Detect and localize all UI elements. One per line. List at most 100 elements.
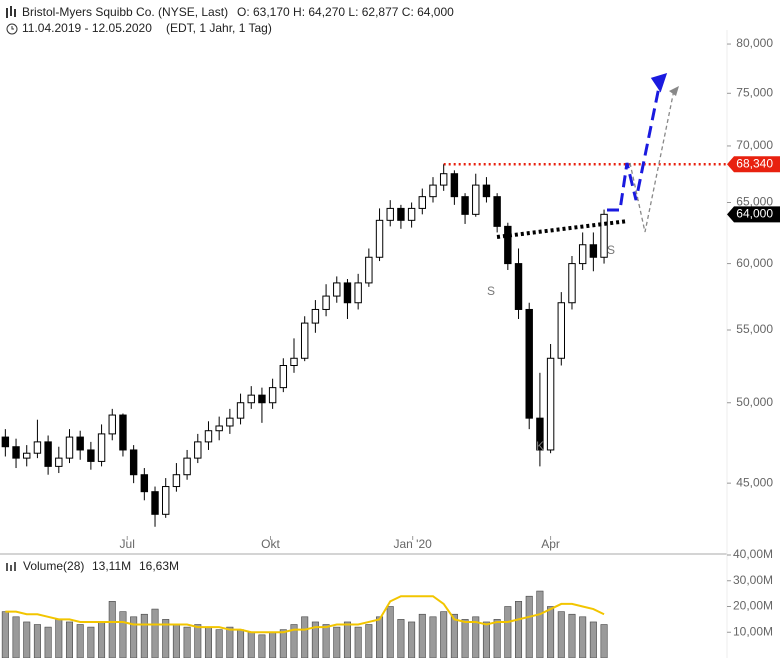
- volume-bar: [119, 611, 127, 658]
- volume-bar: [98, 621, 106, 658]
- y-tick-label: 40,00M: [733, 547, 773, 561]
- candle-body: [375, 219, 384, 258]
- candle-body: [472, 184, 480, 215]
- arrow-head: [650, 72, 668, 93]
- candle-body: [439, 173, 448, 186]
- candle-body: [204, 430, 213, 443]
- candle-body: [322, 295, 330, 310]
- candle-body: [343, 282, 352, 304]
- volume-bar: [23, 621, 31, 658]
- title: Bristol-Myers Squibb Co. (NYSE, Last): [22, 5, 228, 19]
- volume-bar: [547, 606, 555, 658]
- plot: 45,000 50,000 55,000 60,000 65,000 70,000 75,0…: [1, 36, 780, 658]
- volume-bar: [33, 624, 41, 658]
- candle-body: [397, 207, 405, 221]
- candle-body: [461, 196, 469, 215]
- x-tick-label: Okt: [261, 537, 280, 551]
- candle-body: [311, 308, 320, 324]
- y-tick-label: 50,000: [736, 395, 773, 409]
- forecast-arrow: [607, 81, 662, 212]
- candle-body: [525, 308, 533, 419]
- candle-body: [493, 196, 501, 227]
- volume-bar: [65, 621, 73, 658]
- volume-bar: [482, 621, 490, 658]
- volume-bar: [183, 626, 191, 658]
- candle-body: [44, 441, 52, 467]
- x-tick-label: Apr: [541, 537, 560, 551]
- volume-bar: [440, 611, 448, 658]
- volume-bar: [376, 616, 384, 658]
- candle-body: [536, 417, 544, 451]
- volume-bar: [515, 601, 523, 658]
- date-range: 11.04.2019 - 12.05.2020: [22, 21, 152, 35]
- volume-bar: [215, 629, 223, 658]
- volume-bar: [12, 616, 20, 658]
- candle-body: [578, 244, 587, 265]
- pattern-label: K: [536, 439, 544, 453]
- candle-body: [504, 225, 512, 265]
- candle-body: [589, 244, 598, 258]
- volume-bar: [247, 631, 255, 658]
- volume-bar: [108, 601, 116, 658]
- candle-body: [247, 394, 255, 404]
- volume-bar: [87, 626, 95, 658]
- volume-bar: [44, 626, 52, 658]
- volume-ma-line: [5, 595, 605, 634]
- candle-body: [1, 436, 10, 448]
- volume-bar: [237, 629, 245, 658]
- candle-body: [33, 441, 42, 454]
- candle-body: [194, 441, 202, 459]
- price-badge-label: 64,000: [736, 207, 773, 221]
- y-tick-label: 65,000: [736, 195, 773, 209]
- volume-bar: [162, 619, 170, 658]
- candle-body: [215, 425, 223, 432]
- candle-body: [162, 486, 170, 515]
- volume-ma-last: 16,63M: [139, 559, 179, 573]
- candle-body: [365, 256, 373, 284]
- volume-bar: [397, 619, 405, 658]
- volume-bar: [333, 626, 341, 658]
- candle-body: [55, 457, 63, 467]
- candle-body: [568, 263, 576, 304]
- volume-bar: [343, 621, 351, 658]
- pattern-label: S: [487, 284, 495, 298]
- volume-bar: [140, 613, 148, 658]
- candle-body: [65, 436, 74, 459]
- candle-body: [258, 394, 266, 404]
- candle-body: [172, 474, 181, 488]
- alt-arrow: [629, 89, 675, 233]
- candle-body: [482, 184, 491, 198]
- volume-bar: [568, 613, 576, 658]
- volume-bar: [322, 624, 330, 658]
- volume-bar: [418, 613, 426, 658]
- pattern-label: S: [607, 243, 615, 257]
- candle-body: [514, 263, 523, 310]
- y-tick-label: 75,000: [736, 85, 773, 99]
- volume-bar: [579, 616, 587, 658]
- volume-last: 13,11M: [92, 559, 131, 573]
- candle-body: [140, 474, 149, 493]
- y-tick-label: 10,00M: [733, 624, 773, 638]
- candle-body: [290, 357, 298, 367]
- volume-bar: [194, 624, 202, 658]
- volume-bar: [269, 631, 277, 658]
- y-tick-label: 70,000: [736, 138, 773, 152]
- x-tick-label: Jan '20: [394, 537, 433, 551]
- volume-bar: [600, 624, 608, 658]
- volume-bar: [55, 619, 63, 658]
- price-badge: [727, 206, 780, 223]
- y-tick-label: 60,000: [736, 256, 773, 270]
- candle-body: [450, 173, 459, 198]
- volume-bar: [279, 629, 287, 658]
- volume-bar: [226, 626, 234, 658]
- range-info: (EDT, 1 Jahr, 1 Tag): [166, 21, 272, 35]
- neckline: [496, 219, 629, 239]
- volume-bar: [301, 616, 309, 658]
- candle-body: [151, 491, 159, 515]
- volume-bar: [151, 608, 159, 658]
- volume-bar: [172, 624, 180, 658]
- candle-body: [557, 302, 565, 359]
- volume-bar: [589, 621, 597, 658]
- volume-bar: [429, 616, 437, 658]
- candle-body: [600, 213, 608, 258]
